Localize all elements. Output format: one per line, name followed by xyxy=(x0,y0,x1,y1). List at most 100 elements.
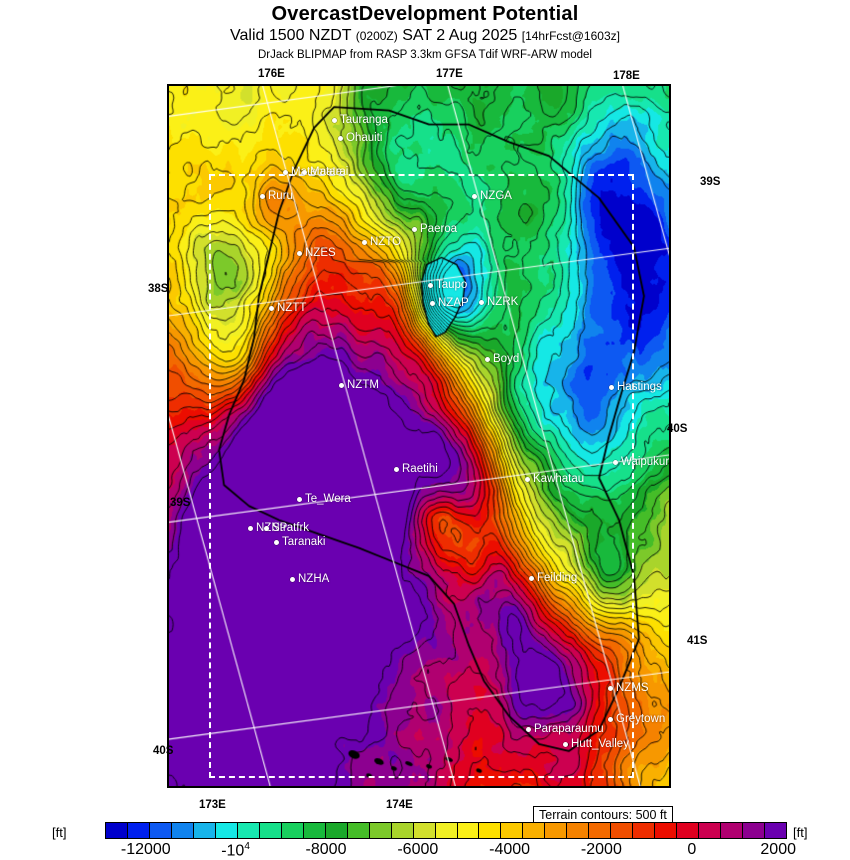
city-marker[interactable]: Waipukurau xyxy=(613,456,670,469)
city-label: Ohauiti xyxy=(346,132,383,144)
city-dot-icon xyxy=(248,526,253,531)
colorbar-swatch xyxy=(435,823,458,838)
colorbar-swatch xyxy=(699,823,722,838)
lon-label-top: 176E xyxy=(258,68,285,80)
city-label: Boyd xyxy=(493,353,520,365)
city-dot-icon xyxy=(428,283,433,288)
colorbar-swatch xyxy=(369,823,392,838)
city-dot-icon xyxy=(338,136,343,141)
city-marker[interactable]: NZNP xyxy=(248,522,287,535)
lat-label-left: 40S xyxy=(153,745,174,757)
colorbar-tick-label: 2000 xyxy=(760,841,796,858)
city-marker[interactable]: NZAP xyxy=(430,297,469,310)
city-label: NZMS xyxy=(616,682,649,694)
colorbar-swatch xyxy=(501,823,524,838)
page-title: OvercastDevelopment Potential xyxy=(271,3,579,25)
city-label: Te_Wera xyxy=(305,493,351,505)
city-marker[interactable]: NZMS xyxy=(608,682,649,695)
lat-label-left: 38S xyxy=(148,283,169,295)
colorbar-tick-label: -6000 xyxy=(397,841,439,858)
colorbar-swatch xyxy=(567,823,590,838)
lon-label-top: 178E xyxy=(613,70,640,82)
city-dot-icon xyxy=(264,526,269,531)
city-dot-icon xyxy=(609,385,614,390)
city-dot-icon xyxy=(302,170,307,175)
city-marker[interactable]: Ruru xyxy=(260,190,293,203)
model-domain-box xyxy=(209,174,634,778)
city-marker[interactable]: Boyd xyxy=(485,353,520,366)
colorbar-unit-left: [ft] xyxy=(52,825,67,840)
city-label: Taranaki xyxy=(282,536,326,548)
colorbar-tick-label: -12000 xyxy=(120,841,171,858)
colorbar-tick-label: -104 xyxy=(221,841,250,860)
colorbar-swatch xyxy=(325,823,348,838)
colorbar-swatch xyxy=(545,823,568,838)
city-dot-icon xyxy=(290,577,295,582)
city-dot-icon xyxy=(332,118,337,123)
city-dot-icon xyxy=(394,467,399,472)
city-dot-icon xyxy=(479,300,484,305)
city-marker[interactable]: Paraparaumu xyxy=(526,723,604,736)
city-marker[interactable]: NZHA xyxy=(290,573,329,586)
city-marker[interactable]: Matamata xyxy=(283,166,342,179)
city-marker[interactable]: Stratfrk xyxy=(264,522,309,535)
model-description: DrJack BLIPMAP from RASP 3.3km GFSA Tdif… xyxy=(257,49,592,61)
city-marker[interactable]: Paeroa xyxy=(412,223,457,236)
city-dot-icon xyxy=(362,240,367,245)
city-dot-icon xyxy=(608,686,613,691)
colorbar-swatch xyxy=(303,823,326,838)
forecast-map[interactable]: Tauranga Ohauiti Matamata Matarai Ruru NZGA Pa… xyxy=(167,84,671,788)
city-marker[interactable]: Taranaki xyxy=(274,536,326,549)
city-dot-icon xyxy=(485,357,490,362)
city-label: Waipukurau xyxy=(621,456,670,468)
city-dot-icon xyxy=(613,460,618,465)
city-dot-icon xyxy=(563,742,568,747)
colorbar-swatch xyxy=(677,823,700,838)
colorbar-swatch xyxy=(127,823,150,838)
colorbar-swatches[interactable] xyxy=(105,822,787,839)
city-dot-icon xyxy=(269,306,274,311)
valid-time-line: Valid 1500 NZDT (0200Z) SAT 2 Aug 2025 [… xyxy=(0,26,850,46)
terrain-contour-note: Terrain contours: 500 ft xyxy=(533,806,673,826)
city-label: Feilding xyxy=(537,572,578,584)
city-marker[interactable]: Ohauiti xyxy=(338,132,383,145)
lon-label-bottom: 173E xyxy=(199,799,226,811)
city-marker[interactable]: Raetihi xyxy=(394,463,438,476)
colorbar-swatch xyxy=(193,823,216,838)
city-label: NZTO xyxy=(370,236,402,248)
city-marker[interactable]: NZTM xyxy=(339,379,379,392)
city-marker[interactable]: Hutt_Valley xyxy=(563,738,629,751)
city-marker[interactable]: Kawhatau xyxy=(525,473,584,486)
city-marker[interactable]: NZES xyxy=(297,247,336,260)
city-marker[interactable]: Tauranga xyxy=(332,114,388,127)
city-label: NZTM xyxy=(347,379,379,391)
city-dot-icon xyxy=(339,383,344,388)
city-label: NZES xyxy=(305,247,336,259)
colorbar-swatch xyxy=(391,823,414,838)
colorbar-swatch xyxy=(106,823,128,838)
city-marker[interactable]: Hastings xyxy=(609,381,662,394)
city-dot-icon xyxy=(529,576,534,581)
city-dot-icon xyxy=(283,170,288,175)
city-label: Greytown xyxy=(616,713,666,725)
city-marker[interactable]: Taupo xyxy=(428,279,468,292)
city-marker[interactable]: Feilding xyxy=(529,572,578,585)
city-marker[interactable]: Te_Wera xyxy=(297,493,351,506)
city-marker[interactable]: Greytown xyxy=(608,713,666,726)
city-marker[interactable]: Matarai xyxy=(302,166,349,179)
city-dot-icon xyxy=(297,497,302,502)
city-marker[interactable]: NZGA xyxy=(472,190,512,203)
city-label: NZTT xyxy=(277,302,307,314)
colorbar-swatch xyxy=(479,823,502,838)
city-label: Matarai xyxy=(310,166,349,178)
lon-label-bottom: 174E xyxy=(386,799,413,811)
city-label: Ruru xyxy=(268,190,293,202)
city-label: Hastings xyxy=(617,381,662,393)
city-label: Taupo xyxy=(436,279,468,291)
colorbar-swatch xyxy=(215,823,238,838)
city-dot-icon xyxy=(525,477,530,482)
city-marker[interactable]: NZTO xyxy=(362,236,402,249)
city-marker[interactable]: NZRK xyxy=(479,296,518,309)
city-marker[interactable]: NZTT xyxy=(269,302,307,315)
colorbar-swatch xyxy=(149,823,172,838)
